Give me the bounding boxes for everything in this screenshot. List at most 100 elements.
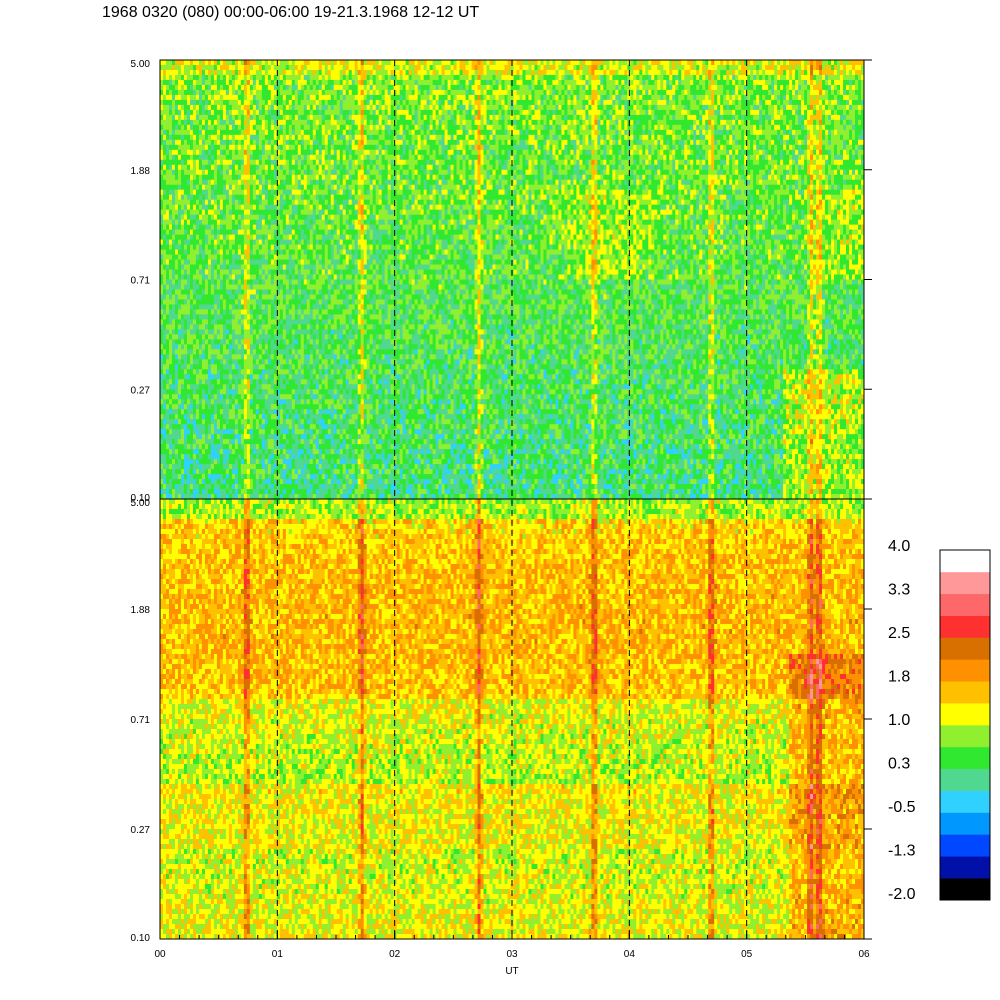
heatmap-cell <box>306 484 311 490</box>
heatmap-cell <box>219 439 224 445</box>
heatmap-cell <box>276 324 281 330</box>
heatmap-cell <box>321 139 326 146</box>
heatmap-cell <box>282 349 287 355</box>
heatmap-cell <box>216 234 221 240</box>
heatmap-cell <box>276 294 281 300</box>
heatmap-cell <box>297 474 302 480</box>
heatmap-cell <box>261 454 266 460</box>
heatmap-cell <box>174 249 179 255</box>
heatmap-cell <box>246 149 251 156</box>
heatmap-cell <box>258 449 263 455</box>
heatmap-cell <box>240 404 245 410</box>
heatmap-cell <box>267 79 272 86</box>
heatmap-cell <box>279 424 284 430</box>
heatmap-cell <box>312 369 317 375</box>
heatmap-cell <box>267 104 272 111</box>
heatmap-cell <box>192 314 197 320</box>
heatmap-cell <box>174 319 179 325</box>
heatmap-cell <box>258 60 263 66</box>
heatmap-cell <box>255 134 260 141</box>
heatmap-cell <box>297 274 302 280</box>
heatmap-cell <box>315 469 320 475</box>
heatmap-cell <box>198 334 203 340</box>
heatmap-cell <box>177 84 182 91</box>
heatmap-cell <box>276 229 281 235</box>
heatmap-cell <box>171 474 176 480</box>
heatmap-cell <box>192 334 197 340</box>
heatmap-cell <box>195 394 200 400</box>
heatmap-cell <box>180 149 185 156</box>
heatmap-cell <box>225 294 230 300</box>
heatmap-cell <box>204 324 209 330</box>
heatmap-cell <box>261 384 266 390</box>
heatmap-cell <box>204 344 209 350</box>
heatmap-cell <box>273 79 278 86</box>
heatmap-cell <box>249 224 254 231</box>
heatmap-cell <box>177 119 182 126</box>
heatmap-cell <box>321 109 326 116</box>
heatmap-cell <box>168 129 173 136</box>
heatmap-cell <box>312 149 317 156</box>
heatmap-cell <box>213 269 218 275</box>
heatmap-cell <box>303 289 308 295</box>
heatmap-cell <box>315 464 320 470</box>
heatmap-cell <box>255 419 260 425</box>
heatmap-cell <box>249 209 254 216</box>
heatmap-cell <box>300 284 305 290</box>
heatmap-cell <box>285 439 290 445</box>
heatmap-cell <box>285 424 290 430</box>
heatmap-cell <box>168 139 173 146</box>
heatmap-cell <box>204 484 209 490</box>
heatmap-cell <box>324 60 329 66</box>
heatmap-cell <box>297 364 302 370</box>
heatmap-cell <box>228 409 233 415</box>
heatmap-cell <box>285 384 290 390</box>
heatmap-cell <box>318 444 323 450</box>
heatmap-cell <box>216 399 221 405</box>
heatmap-cell <box>189 454 194 460</box>
heatmap-cell <box>228 414 233 420</box>
heatmap-cell <box>303 399 308 405</box>
heatmap-cell <box>294 389 299 395</box>
heatmap-cell <box>213 409 218 415</box>
heatmap-cell <box>282 339 287 345</box>
heatmap-cell <box>309 459 314 465</box>
heatmap-cell <box>171 74 176 81</box>
heatmap-cell <box>174 349 179 355</box>
heatmap-cell <box>171 119 176 126</box>
heatmap-cell <box>303 329 308 335</box>
heatmap-cell <box>207 359 212 365</box>
heatmap-cell <box>225 269 230 275</box>
heatmap-cell <box>267 249 272 255</box>
heatmap-cell <box>315 274 320 280</box>
heatmap-cell <box>279 339 284 345</box>
heatmap-cell <box>294 299 299 305</box>
heatmap-cell <box>327 179 332 186</box>
heatmap-cell <box>321 399 326 405</box>
heatmap-cell <box>246 219 251 226</box>
heatmap-cell <box>291 494 296 500</box>
heatmap-cell <box>186 329 191 335</box>
heatmap-cell <box>168 419 173 425</box>
heatmap-cell <box>279 459 284 465</box>
heatmap-cell <box>180 89 185 96</box>
heatmap-cell <box>213 399 218 405</box>
heatmap-cell <box>228 199 233 206</box>
heatmap-cell <box>183 74 188 81</box>
heatmap-cell <box>180 244 185 250</box>
heatmap-cell <box>231 139 236 146</box>
heatmap-cell <box>270 434 275 440</box>
heatmap-cell <box>228 349 233 355</box>
heatmap-cell <box>216 89 221 96</box>
heatmap-cell <box>243 84 248 91</box>
heatmap-cell <box>282 379 287 385</box>
heatmap-cell <box>201 379 206 385</box>
heatmap-cell <box>210 124 215 131</box>
heatmap-cell <box>174 124 179 131</box>
heatmap-cell <box>231 259 236 265</box>
heatmap-cell <box>255 294 260 300</box>
heatmap-cell <box>312 259 317 265</box>
heatmap-cell <box>300 259 305 265</box>
heatmap-cell <box>183 60 188 66</box>
heatmap-cell <box>163 179 167 186</box>
